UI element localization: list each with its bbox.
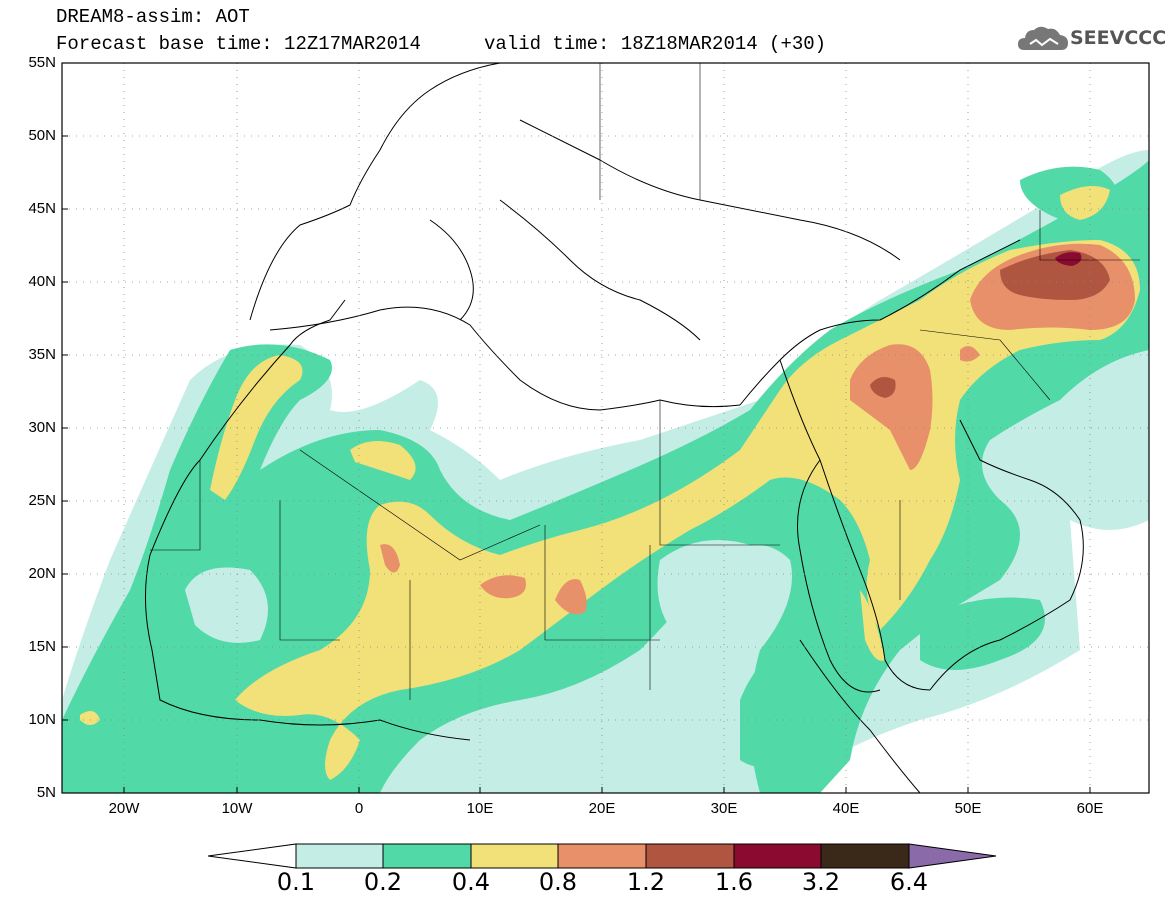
lat-label: 55N [28,54,56,71]
cloud-icon [1018,26,1068,50]
colorbar-low-arrow [207,843,297,869]
lon-label: 10E [466,800,494,817]
colorbar-label: 0.2 [363,868,403,896]
colorbar-label: 0.4 [451,868,491,896]
graticule [62,63,1149,793]
lat-label: 5N [36,784,56,801]
lon-label: 50E [954,800,982,817]
colorbar-high-arrow [908,843,997,869]
title-line-1: DREAM8-assim: AOT [56,6,250,28]
lat-label: 40N [28,273,56,290]
country-borders [150,63,1140,700]
colorbar-segment-4 [557,843,647,869]
colorbar-label: 1.6 [714,868,754,896]
title-line-3: valid time: 18Z18MAR2014 (+30) [484,33,827,55]
lon-label: 0 [354,800,364,817]
lat-label: 20N [28,565,56,582]
lat-label: 50N [28,127,56,144]
lat-label: 35N [28,346,56,363]
colorbar-label: 0.8 [538,868,578,896]
colorbar-segment-7 [820,843,910,869]
colorbar-segment-5 [645,843,735,869]
lat-label: 10N [28,711,56,728]
colorbar-segment-3 [470,843,559,869]
lon-label: 10W [221,800,253,817]
colorbar-label: 6.4 [889,868,929,896]
lat-label: 25N [28,492,56,509]
aot-field-0.1-inner [185,540,768,643]
colorbar-label: 1.2 [626,868,666,896]
lon-label: 60E [1076,800,1104,817]
axis-ticks [62,62,1091,793]
colorbar-segment-6 [733,843,822,869]
lon-label: 20E [588,800,616,817]
aot-field-1.2 [870,250,1110,398]
title-line-2: Forecast base time: 12Z17MAR2014 [56,33,421,55]
colorbar-segment-2 [382,843,472,869]
lon-label: 20W [108,800,140,817]
colorbar-segment-1 [295,843,384,869]
colorbar-label: 3.2 [801,868,841,896]
colorbar-label: 0.1 [276,868,316,896]
lon-label: 30E [710,800,738,817]
lat-label: 15N [28,638,56,655]
lat-label: 45N [28,200,56,217]
logo-text: SEEVCCC [1070,27,1165,49]
lat-label: 30N [28,419,56,436]
lon-label: 40E [832,800,860,817]
colorbar [207,843,997,869]
aot-field-1.6 [1055,252,1082,266]
